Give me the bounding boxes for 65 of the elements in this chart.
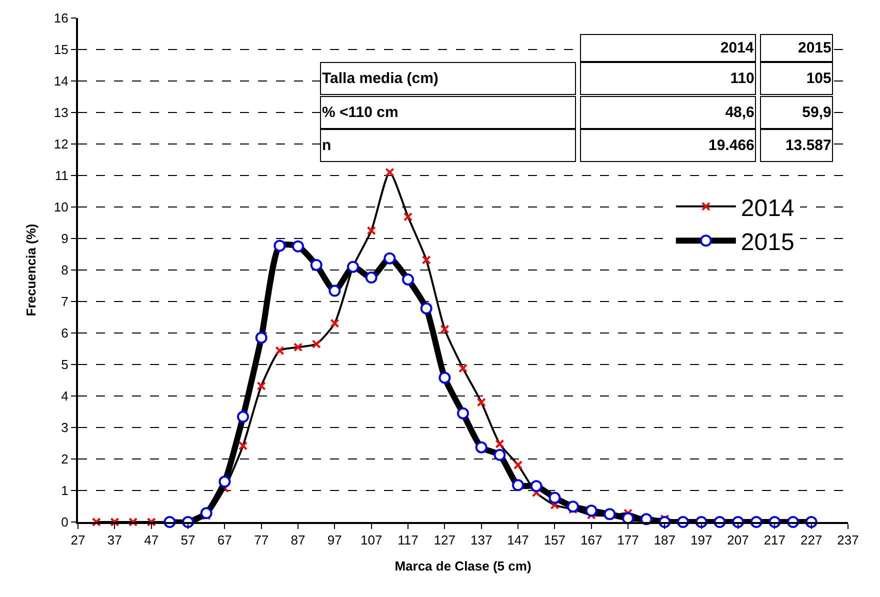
x-tick-label: 27 xyxy=(70,532,86,548)
y-tick-label: 6 xyxy=(61,326,68,341)
x-tick-label: 167 xyxy=(580,532,602,548)
y-tick-label: 4 xyxy=(61,388,68,404)
x-tick-label: 67 xyxy=(217,532,232,548)
y-tick-label: 2 xyxy=(61,452,68,467)
annotation: 19.466 xyxy=(708,137,754,154)
x-tick-label: 107 xyxy=(360,532,382,548)
x-tick-label: 127 xyxy=(434,532,456,548)
x-tick-label: 177 xyxy=(617,532,639,548)
annotation: n xyxy=(322,137,332,154)
x-tick-label: 227 xyxy=(800,532,822,548)
x-tick-label: 147 xyxy=(507,532,529,548)
table-cell: 48,6 xyxy=(580,96,756,129)
annotation: 48,6 xyxy=(725,104,754,122)
y-tick-label: 1 xyxy=(61,483,68,498)
x-tick-label: 157 xyxy=(544,532,566,548)
x-axis-title: Marca de Clase (5 cm) xyxy=(394,558,532,574)
x-tick-label: 217 xyxy=(764,532,786,548)
annotation: 2015 xyxy=(798,40,832,57)
annotation: 2014 xyxy=(720,40,754,57)
annotation: Talla media (cm) xyxy=(322,70,438,88)
y-tick-label: 15 xyxy=(54,42,68,58)
y-tick-label: 3 xyxy=(61,420,68,436)
y-tick-label: 10 xyxy=(54,200,68,215)
x-tick-label: 37 xyxy=(107,532,122,548)
table-cell: 110 xyxy=(580,62,756,95)
y-tick-label: 8 xyxy=(61,262,68,278)
table-cell: 2014 xyxy=(580,34,756,62)
annotation: 59,9 xyxy=(802,104,832,122)
x-tick-label: 57 xyxy=(180,532,196,548)
x-tick-label: 117 xyxy=(398,532,418,548)
x-tick-label: 137 xyxy=(470,532,492,548)
table-cell: 13.587 xyxy=(760,129,833,162)
table-cell: % <110 cm xyxy=(320,96,576,129)
x-tick-label: 77 xyxy=(254,532,269,548)
x-tick-label: 237 xyxy=(837,532,859,548)
y-tick-label: 14 xyxy=(54,74,68,89)
table-cell: 59,9 xyxy=(760,96,833,129)
y-tick-label: 13 xyxy=(54,105,68,120)
legend-label: 2014 xyxy=(740,194,794,222)
legend-label: 2015 xyxy=(740,228,794,256)
x-tick-label: 97 xyxy=(327,532,342,548)
y-tick-label: 5 xyxy=(61,357,68,372)
table-cell: 19.466 xyxy=(580,129,756,162)
table-cell: Talla media (cm) xyxy=(320,62,576,95)
x-tick-label: 87 xyxy=(290,532,306,548)
x-tick-label: 187 xyxy=(654,532,676,548)
table-cell: 2015 xyxy=(760,34,833,62)
x-tick-label: 197 xyxy=(690,532,712,548)
table-cell: n xyxy=(320,129,576,162)
y-tick-label: 9 xyxy=(61,231,68,246)
annotation: % <110 cm xyxy=(322,104,398,122)
y-tick-label: 0 xyxy=(61,514,68,530)
y-tick-label: 12 xyxy=(54,136,68,152)
y-tick-label: 11 xyxy=(54,168,68,184)
y-axis-title: Frecuencia (%) xyxy=(23,224,38,316)
table-cell: 105 xyxy=(760,62,833,95)
y-tick-label: 16 xyxy=(54,10,68,26)
x-tick-label: 47 xyxy=(144,532,159,548)
annotation: 13.587 xyxy=(785,137,832,154)
annotation: 105 xyxy=(806,70,832,88)
x-tick-label: 207 xyxy=(727,532,749,548)
annotation: 110 xyxy=(730,70,754,88)
y-tick-label: 7 xyxy=(61,294,68,310)
